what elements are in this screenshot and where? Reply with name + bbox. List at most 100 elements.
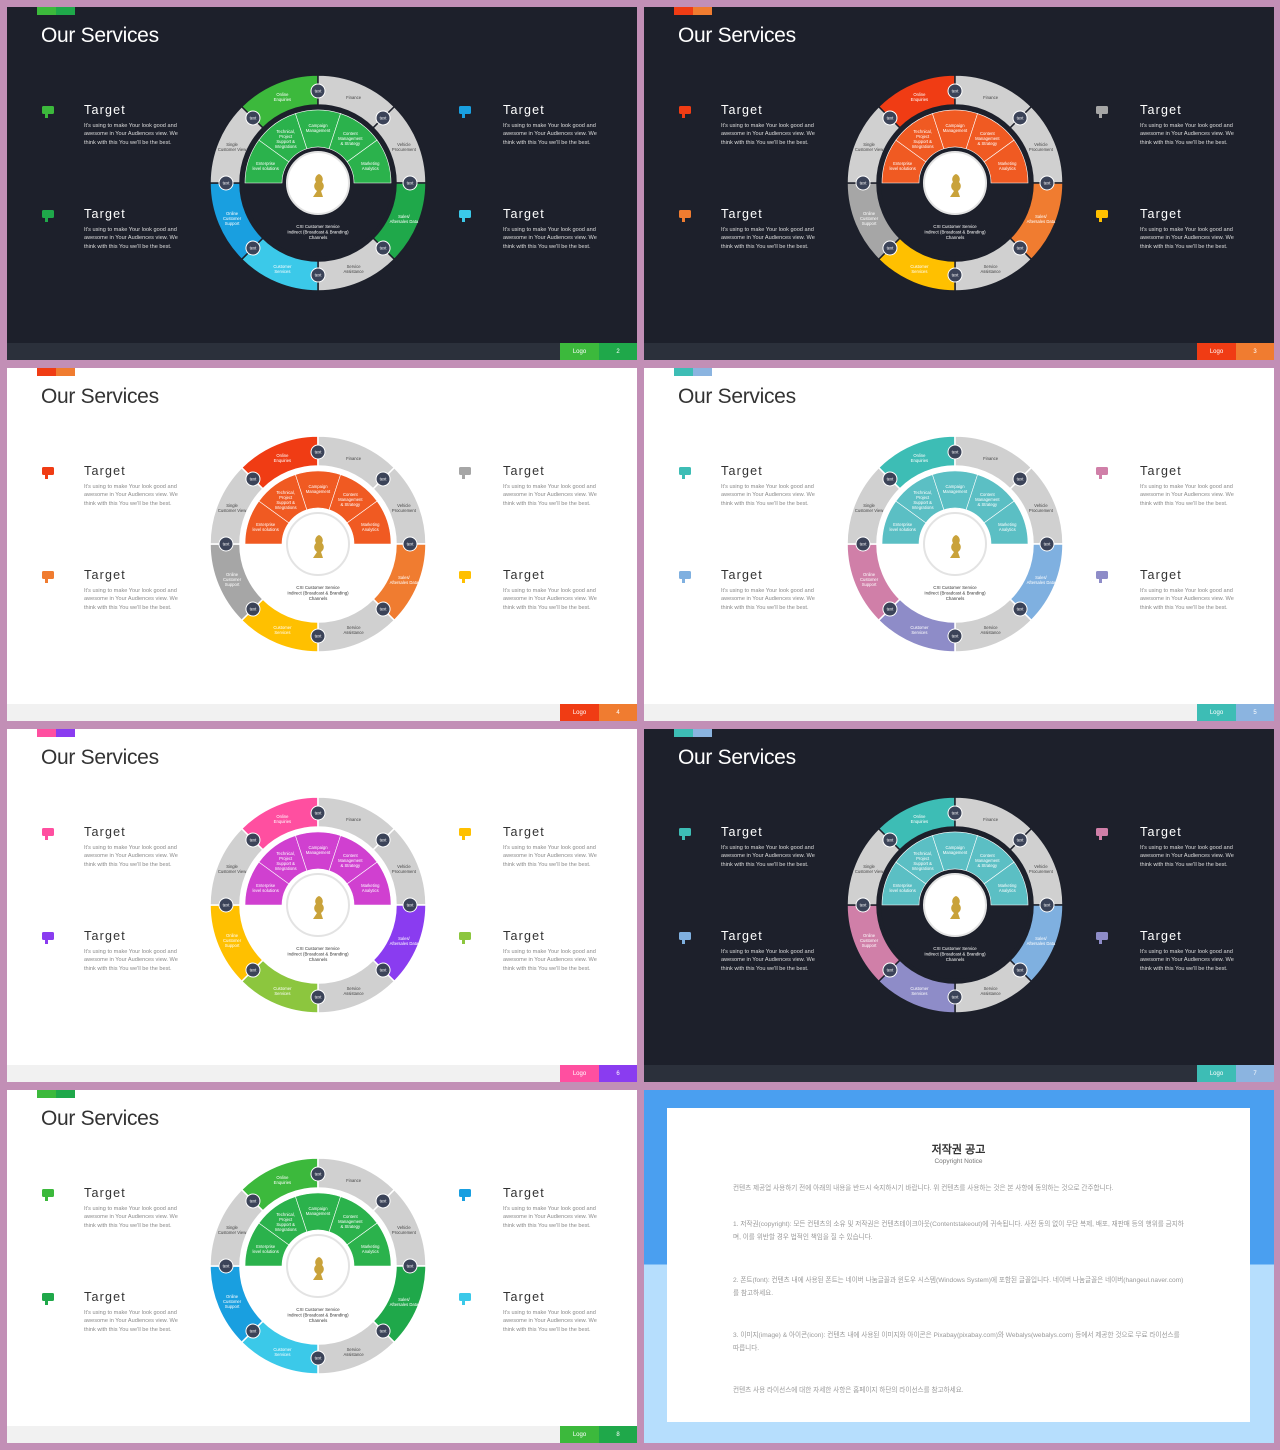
segment-label: Technical, Project Support & Integration… bbox=[275, 851, 297, 871]
footer-logo: Logo bbox=[1197, 343, 1236, 360]
marker-text: text bbox=[952, 273, 960, 278]
segment-label-text: Single Customer View bbox=[217, 142, 247, 153]
footer-bar bbox=[7, 1426, 637, 1443]
marker-text: text bbox=[887, 837, 895, 842]
target-text: It's using to make Your look good and aw… bbox=[503, 845, 597, 868]
target-heading: Target bbox=[84, 929, 126, 943]
segment-label-text: Finance bbox=[983, 94, 999, 100]
segment-label: Service Assistance bbox=[343, 624, 364, 635]
notice-panel: 저작권 공고 Copyright Notice 컨텐츠 제공업 사용하기 전에 아래… bbox=[667, 1108, 1250, 1422]
inner-segment bbox=[983, 139, 1029, 184]
marker-text: text bbox=[1017, 246, 1025, 251]
segment-label-text: Sales/ Aftersales Data bbox=[389, 213, 419, 224]
icon-shape bbox=[45, 1197, 48, 1201]
target-text: It's using to make Your look good and aw… bbox=[721, 123, 815, 146]
target-heading: Target bbox=[503, 568, 545, 582]
marker bbox=[310, 267, 326, 283]
footer-bar bbox=[644, 704, 1274, 721]
segment-label-text: Online Customer Support bbox=[860, 572, 879, 588]
segment-label-text: Marketing Analytics bbox=[361, 161, 380, 171]
segment-label-text: Online Enquiries bbox=[273, 92, 292, 103]
segment-label: Technical, Project Support & Integration… bbox=[275, 1212, 297, 1232]
segment-label: Technical, Project Support & Integration… bbox=[912, 851, 934, 871]
segment-label: Customer Services bbox=[910, 264, 928, 274]
segment-label-text: Marketing Analytics bbox=[361, 883, 380, 893]
icon-shape bbox=[1096, 106, 1108, 114]
icon-shape bbox=[462, 1197, 465, 1201]
marker bbox=[947, 444, 963, 460]
icon-shape bbox=[1096, 571, 1108, 579]
slide-title: Our Services bbox=[678, 385, 796, 408]
target-text: It's using to make Your look good and aw… bbox=[503, 1206, 597, 1229]
marker-text: text bbox=[952, 634, 960, 639]
segment-label: Finance bbox=[983, 456, 998, 461]
marker bbox=[1012, 832, 1028, 848]
segment-label: Vehicle Procurement bbox=[391, 1225, 416, 1236]
segment-label-text: Enterprise level solutions bbox=[889, 161, 916, 171]
segment-label: Customer Services bbox=[273, 986, 291, 996]
segment-label-text: Customer Services bbox=[273, 624, 292, 635]
segment-label: Marketing Analytics bbox=[361, 1244, 379, 1254]
marker bbox=[1012, 601, 1028, 617]
segment-label: Vehicle Procurement bbox=[1029, 142, 1053, 152]
target-icon bbox=[42, 106, 54, 118]
marker-text: text bbox=[1044, 181, 1052, 186]
segment-label-text: Marketing Analytics bbox=[998, 883, 1017, 893]
marker-text: text bbox=[223, 903, 231, 908]
marker bbox=[375, 962, 391, 978]
target-heading: Target bbox=[503, 103, 545, 117]
segment-label-text: Campaign Management bbox=[305, 484, 331, 494]
target-heading: Target bbox=[721, 103, 763, 117]
segment-label: Finance bbox=[983, 817, 998, 822]
segment-label-text: Vehicle Procurement bbox=[391, 1225, 416, 1236]
marker-text: text bbox=[223, 542, 231, 547]
marker-text: text bbox=[407, 181, 415, 186]
target-icon bbox=[1096, 932, 1108, 944]
center-text: Indirect (Broadcast & Branding) bbox=[287, 952, 349, 957]
segment-label-text: Content Management & Strategy bbox=[975, 492, 1000, 507]
segment-label: Online Enquiries bbox=[274, 814, 291, 824]
segment-label-text: Single Customer View bbox=[217, 1225, 247, 1236]
segment-label-text: Service Assistance bbox=[343, 624, 364, 635]
target-text: It's using to make Your look good and aw… bbox=[503, 949, 597, 972]
accent-tab bbox=[56, 729, 75, 737]
icon-shape bbox=[1096, 828, 1108, 836]
segment-label-text: Technical, Project Support & Integration… bbox=[274, 489, 297, 510]
accent-tab bbox=[674, 7, 693, 15]
target-text: It's using to make Your look good and aw… bbox=[721, 949, 815, 972]
target-icon bbox=[1096, 467, 1108, 479]
icon-shape bbox=[1096, 210, 1108, 218]
target-text: It's using to make Your look good and aw… bbox=[84, 123, 178, 146]
target-icon bbox=[42, 1293, 54, 1305]
segment-label: Online Customer Support bbox=[223, 211, 241, 226]
segment-label-text: Enterprise level solutions bbox=[252, 883, 279, 893]
marker-text: text bbox=[407, 903, 415, 908]
segment-label-text: Campaign Management bbox=[942, 484, 968, 494]
notice-paragraph: 컨텐츠 사용 라이선스에 대한 자세한 사항은 홈페이지 하단의 라이선스를 참… bbox=[733, 1387, 964, 1394]
segment-label: Marketing Analytics bbox=[998, 161, 1016, 171]
center-text: Channels bbox=[946, 957, 965, 962]
inner-segment bbox=[346, 861, 392, 906]
target-icon bbox=[1096, 571, 1108, 583]
icon-shape bbox=[45, 475, 48, 479]
segment-label: Enterprise level solutions bbox=[253, 1244, 279, 1254]
marker-text: text bbox=[952, 995, 960, 1000]
icon-shape bbox=[42, 210, 54, 218]
marker bbox=[947, 989, 963, 1005]
segment-label: Single Customer View bbox=[218, 864, 246, 874]
icon-shape bbox=[1099, 114, 1102, 118]
service-ring: Online Enquiries Finance Vehicle Procureme… bbox=[209, 74, 427, 292]
segment-label: Content Management & Strategy bbox=[338, 492, 362, 507]
segment-label: Sales/ Aftersales Data bbox=[390, 575, 419, 585]
marker-text: text bbox=[250, 1329, 258, 1334]
segment-label: Service Assistance bbox=[343, 264, 363, 274]
segment-label: Content Management & Strategy bbox=[975, 131, 999, 146]
icon-shape bbox=[462, 940, 465, 944]
segment-label: Vehicle Procurement bbox=[392, 503, 416, 513]
marker bbox=[310, 805, 326, 821]
center-logo bbox=[950, 896, 961, 919]
target-heading: Target bbox=[1140, 464, 1182, 478]
segment-label: Online Enquiries bbox=[274, 453, 291, 463]
segment-label: Finance bbox=[983, 94, 999, 100]
center-text: Channels bbox=[946, 596, 965, 601]
